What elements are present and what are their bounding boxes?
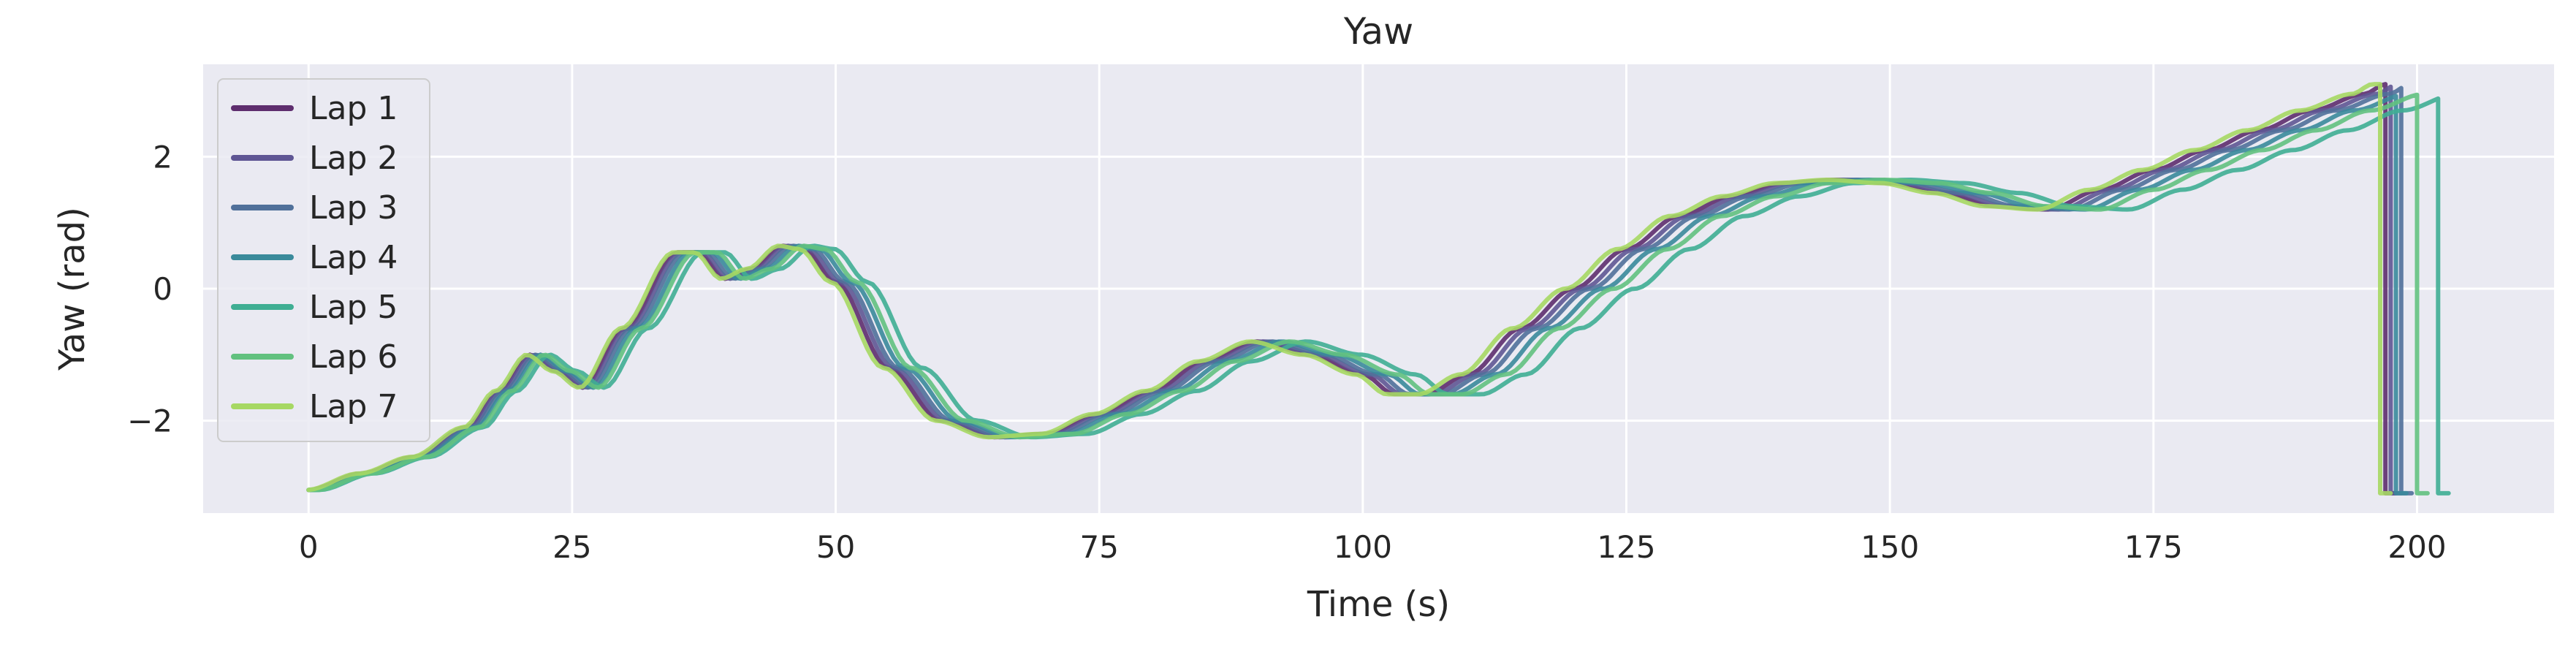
x-tick-label: 200 <box>2387 529 2446 565</box>
x-tick-label: 75 <box>1079 529 1118 565</box>
y-axis-label: Yaw (rad) <box>52 207 93 371</box>
series-line-lap-6 <box>306 92 2430 496</box>
legend-label: Lap 6 <box>309 338 398 376</box>
x-axis-label: Time (s) <box>1307 584 1450 625</box>
chart-title: Yaw <box>1343 10 1413 53</box>
legend-label: Lap 2 <box>309 140 398 177</box>
legend-label: Lap 5 <box>309 289 398 326</box>
legend-label: Lap 7 <box>309 388 398 425</box>
series-line-lap-5 <box>306 96 2451 496</box>
x-tick-label: 50 <box>816 529 855 565</box>
y-tick-label: 2 <box>153 139 172 175</box>
legend-label: Lap 1 <box>309 90 398 127</box>
legend: Lap 1 Lap 2 Lap 3 Lap 4 Lap 5 Lap 6 Lap 7 <box>217 78 430 442</box>
legend-label: Lap 3 <box>309 189 398 227</box>
legend-label: Lap 4 <box>309 239 398 276</box>
tick-labels: 0 25 50 75 100 125 150 175 200 −2 0 2 <box>127 139 2446 565</box>
x-tick-label: 100 <box>1334 529 1392 565</box>
x-tick-label: 25 <box>552 529 591 565</box>
x-tick-label: 125 <box>1597 529 1655 565</box>
x-tick-label: 175 <box>2124 529 2183 565</box>
y-tick-label: −2 <box>127 403 172 439</box>
legend-box <box>217 78 430 442</box>
y-tick-label: 0 <box>153 271 172 307</box>
grid-lines <box>203 64 2554 513</box>
x-tick-label: 0 <box>299 529 319 565</box>
series-lines <box>306 82 2451 496</box>
x-tick-label: 150 <box>1861 529 1919 565</box>
series-line-lap-7 <box>306 82 2393 496</box>
